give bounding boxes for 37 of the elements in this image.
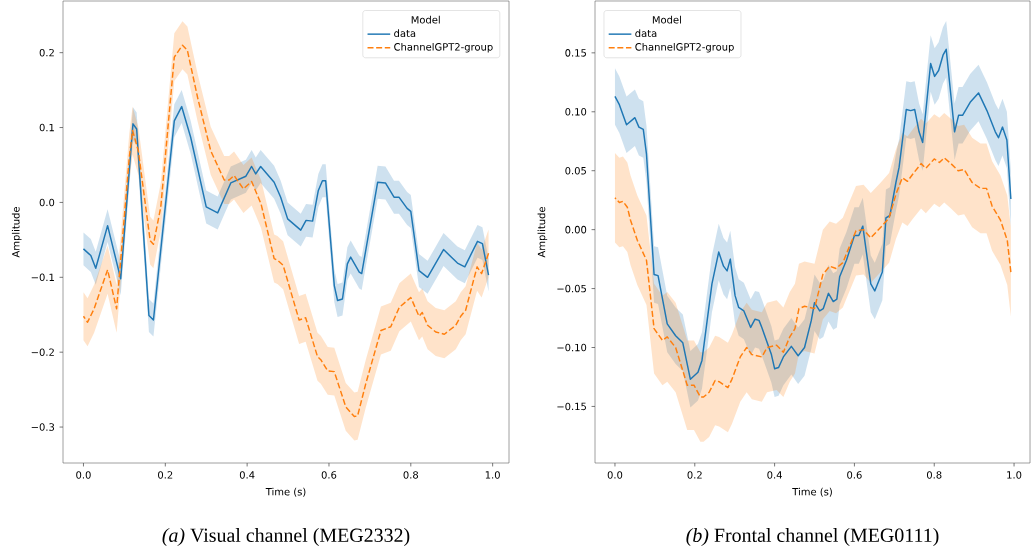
- y-tick-label: −0.10: [557, 343, 587, 352]
- x-tick-label: 0.0: [607, 471, 623, 479]
- x-tick-label: 0.6: [847, 471, 862, 479]
- x-tick-label: 1.0: [485, 471, 500, 479]
- y-tick-label: 0.0: [39, 198, 55, 207]
- text: (a) Visual channel (MEG2332): [162, 527, 410, 547]
- y-tick-label: 0.00: [565, 225, 587, 234]
- y-tick-label: −0.3: [31, 423, 55, 431]
- legend-label: data: [635, 29, 657, 38]
- x-tick-label: 0.6: [321, 471, 337, 479]
- legend-label: data: [394, 29, 416, 38]
- y-tick-label: 0.1: [39, 123, 54, 132]
- y-tick-label: −0.2: [31, 348, 54, 356]
- x-axis-title: Time (s): [792, 487, 832, 497]
- y-tick-label: −0.1: [31, 273, 54, 282]
- legend-title: Model: [652, 15, 681, 24]
- y-tick-label: 0.15: [565, 49, 586, 57]
- x-tick-label: 0.4: [239, 471, 255, 479]
- legend-label: ChannelGPT2-group: [635, 42, 734, 53]
- legend-title: Model: [411, 15, 440, 24]
- x-tick-label: 0.4: [767, 471, 782, 479]
- y-tick-label: −0.05: [557, 284, 586, 293]
- y-tick-label: 0.2: [39, 48, 54, 57]
- y-axis-title: Amplitude: [537, 206, 548, 258]
- y-tick-label: 0.10: [565, 108, 587, 116]
- x-tick-label: 0.2: [687, 471, 702, 479]
- legend-label: ChannelGPT2-group: [394, 42, 493, 53]
- x-tick-label: 0.8: [926, 471, 942, 479]
- x-tick-label: 1.0: [1007, 471, 1022, 479]
- x-tick-label: 0.2: [158, 471, 173, 479]
- x-axis-title: Time (s): [265, 487, 306, 497]
- text: (b) Frontal channel (MEG0111): [686, 527, 939, 547]
- y-tick-label: 0.05: [565, 166, 586, 175]
- y-axis-title: Amplitude: [11, 206, 22, 258]
- x-tick-label: 0.0: [76, 471, 91, 479]
- y-tick-label: −0.15: [557, 402, 586, 411]
- x-tick-label: 0.8: [403, 471, 419, 479]
